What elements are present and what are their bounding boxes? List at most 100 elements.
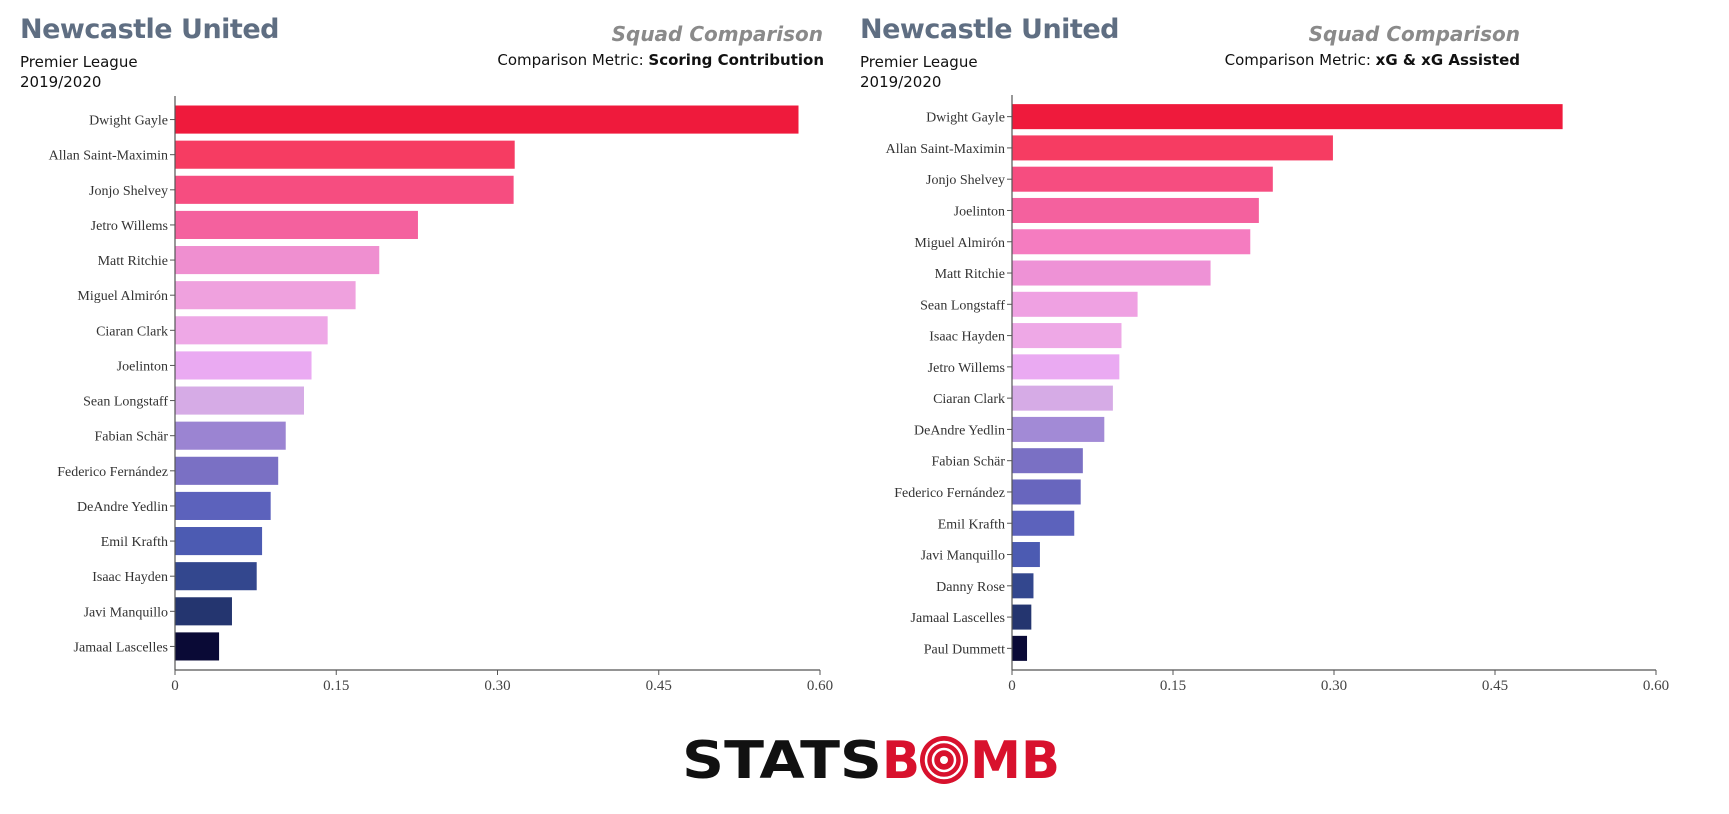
metric-prefix: Comparison Metric:: [1224, 51, 1376, 69]
bar: [175, 597, 232, 626]
bar: [175, 246, 380, 275]
logo-mb-text: MB: [970, 731, 1060, 788]
bar: [175, 210, 418, 239]
y-tick-label: Dwight Gayle: [89, 114, 168, 129]
bar: [1012, 510, 1075, 536]
season-label: 2019/2020: [860, 73, 942, 91]
x-tick-label: 0.45: [646, 678, 672, 694]
y-tick-label: Allan Saint-Maximin: [886, 142, 1005, 157]
y-tick-label: Paul Dummett: [924, 642, 1005, 657]
bar: [175, 456, 279, 485]
bar: [1012, 166, 1273, 192]
x-tick-label: 0.30: [1321, 678, 1347, 694]
y-tick-label: Joelinton: [954, 204, 1005, 219]
y-tick-label: Ciaran Clark: [933, 392, 1005, 407]
season-label: 2019/2020: [20, 73, 102, 91]
bar: [1012, 323, 1122, 349]
y-tick-label: Jonjo Shelvey: [89, 184, 168, 199]
y-tick-label: Emil Krafth: [938, 517, 1005, 532]
y-tick-label: Fabian Schär: [95, 430, 169, 445]
bar: [1012, 291, 1138, 317]
bar: [1012, 354, 1120, 380]
x-tick-label: 0: [171, 678, 179, 694]
y-tick-label: Joelinton: [117, 359, 168, 374]
bar: [175, 281, 356, 310]
y-tick-label: Dwight Gayle: [926, 111, 1005, 126]
bar: [1012, 416, 1105, 442]
y-tick-label: Jetro Willems: [91, 219, 168, 234]
logo-stats-text: STATS: [682, 731, 882, 788]
comparison-metric: Comparison Metric: xG & xG Assisted: [1225, 51, 1520, 69]
y-tick-label: Matt Ritchie: [98, 254, 168, 269]
bar: [175, 351, 312, 380]
bar: [175, 491, 271, 520]
bar: [175, 140, 515, 169]
bar: [175, 175, 514, 204]
y-tick-label: Ciaran Clark: [96, 324, 168, 339]
metric-prefix: Comparison Metric:: [497, 51, 649, 69]
bar: [1012, 197, 1259, 223]
bar: [1012, 229, 1251, 255]
y-tick-label: Fabian Schär: [932, 455, 1006, 470]
bar: [1012, 385, 1113, 411]
y-tick-label: Allan Saint-Maximin: [49, 149, 168, 164]
bar: [1012, 635, 1028, 661]
y-tick-label: Miguel Almirón: [77, 289, 168, 304]
y-tick-label: Jetro Willems: [928, 361, 1005, 376]
bar: [1012, 135, 1333, 161]
bar: [175, 527, 263, 556]
y-tick-label: Isaac Hayden: [92, 570, 168, 585]
bar: [175, 105, 799, 134]
bar: [175, 386, 304, 415]
right-panel: Newcastle United Premier League 2019/202…: [860, 0, 1729, 694]
metric-name: xG & xG Assisted: [1375, 51, 1520, 69]
bar: [1012, 104, 1563, 130]
y-tick-label: Jonjo Shelvey: [926, 173, 1005, 188]
y-tick-label: Federico Fernández: [894, 486, 1005, 501]
bar: [1012, 260, 1211, 286]
comparison-metric: Comparison Metric: Scoring Contribution: [497, 51, 824, 69]
bar: [1012, 448, 1083, 474]
bar: [1012, 604, 1032, 630]
squad-comparison-label: Squad Comparison: [611, 22, 823, 46]
target-icon: [920, 736, 968, 784]
y-tick-label: Sean Longstaff: [920, 298, 1005, 313]
x-tick-label: 0.30: [484, 678, 510, 694]
bar-chart-scoring-contribution: Dwight Gayle Allan Saint-Maximin Jonjo She…: [49, 96, 833, 694]
x-tick-label: 0.15: [323, 678, 349, 694]
y-tick-label: DeAndre Yedlin: [914, 423, 1005, 438]
y-tick-label: Matt Ritchie: [935, 267, 1005, 282]
y-tick-label: Emil Krafth: [101, 535, 168, 550]
x-tick-label: 0.15: [1160, 678, 1186, 694]
y-tick-label: Danny Rose: [936, 580, 1005, 595]
league-label: Premier League: [860, 53, 978, 71]
y-tick-label: Federico Fernández: [57, 465, 168, 480]
y-tick-label: Isaac Hayden: [929, 330, 1005, 345]
y-tick-label: Sean Longstaff: [83, 395, 168, 410]
statsbomb-logo: STATS B MB: [682, 731, 1060, 788]
metric-name: Scoring Contribution: [648, 51, 824, 69]
bar: [1012, 573, 1034, 599]
bar: [175, 316, 328, 345]
logo-b-text: B: [882, 731, 920, 788]
bar: [175, 562, 257, 591]
bar: [175, 421, 286, 450]
bar: [1012, 479, 1081, 505]
x-tick-label: 0.60: [1643, 678, 1669, 694]
team-title: Newcastle United: [860, 14, 1119, 45]
y-tick-label: Jamaal Lascelles: [74, 640, 168, 655]
team-title: Newcastle United: [20, 14, 279, 45]
y-tick-label: Javi Manquillo: [84, 605, 168, 620]
squad-comparison-label: Squad Comparison: [1308, 22, 1520, 46]
left-panel: Newcastle United Premier League 2019/202…: [0, 0, 860, 694]
x-tick-label: 0.60: [807, 678, 833, 694]
y-tick-label: DeAndre Yedlin: [77, 500, 168, 515]
y-tick-label: Jamaal Lascelles: [911, 611, 1005, 626]
y-tick-label: Javi Manquillo: [921, 549, 1005, 564]
x-tick-label: 0: [1008, 678, 1016, 694]
bar: [175, 632, 220, 661]
y-tick-label: Miguel Almirón: [914, 236, 1005, 251]
bar-chart-xg-xa: Dwight Gayle Allan Saint-Maximin Jonjo She…: [886, 95, 1669, 694]
bar: [1012, 542, 1040, 568]
league-label: Premier League: [20, 53, 138, 71]
